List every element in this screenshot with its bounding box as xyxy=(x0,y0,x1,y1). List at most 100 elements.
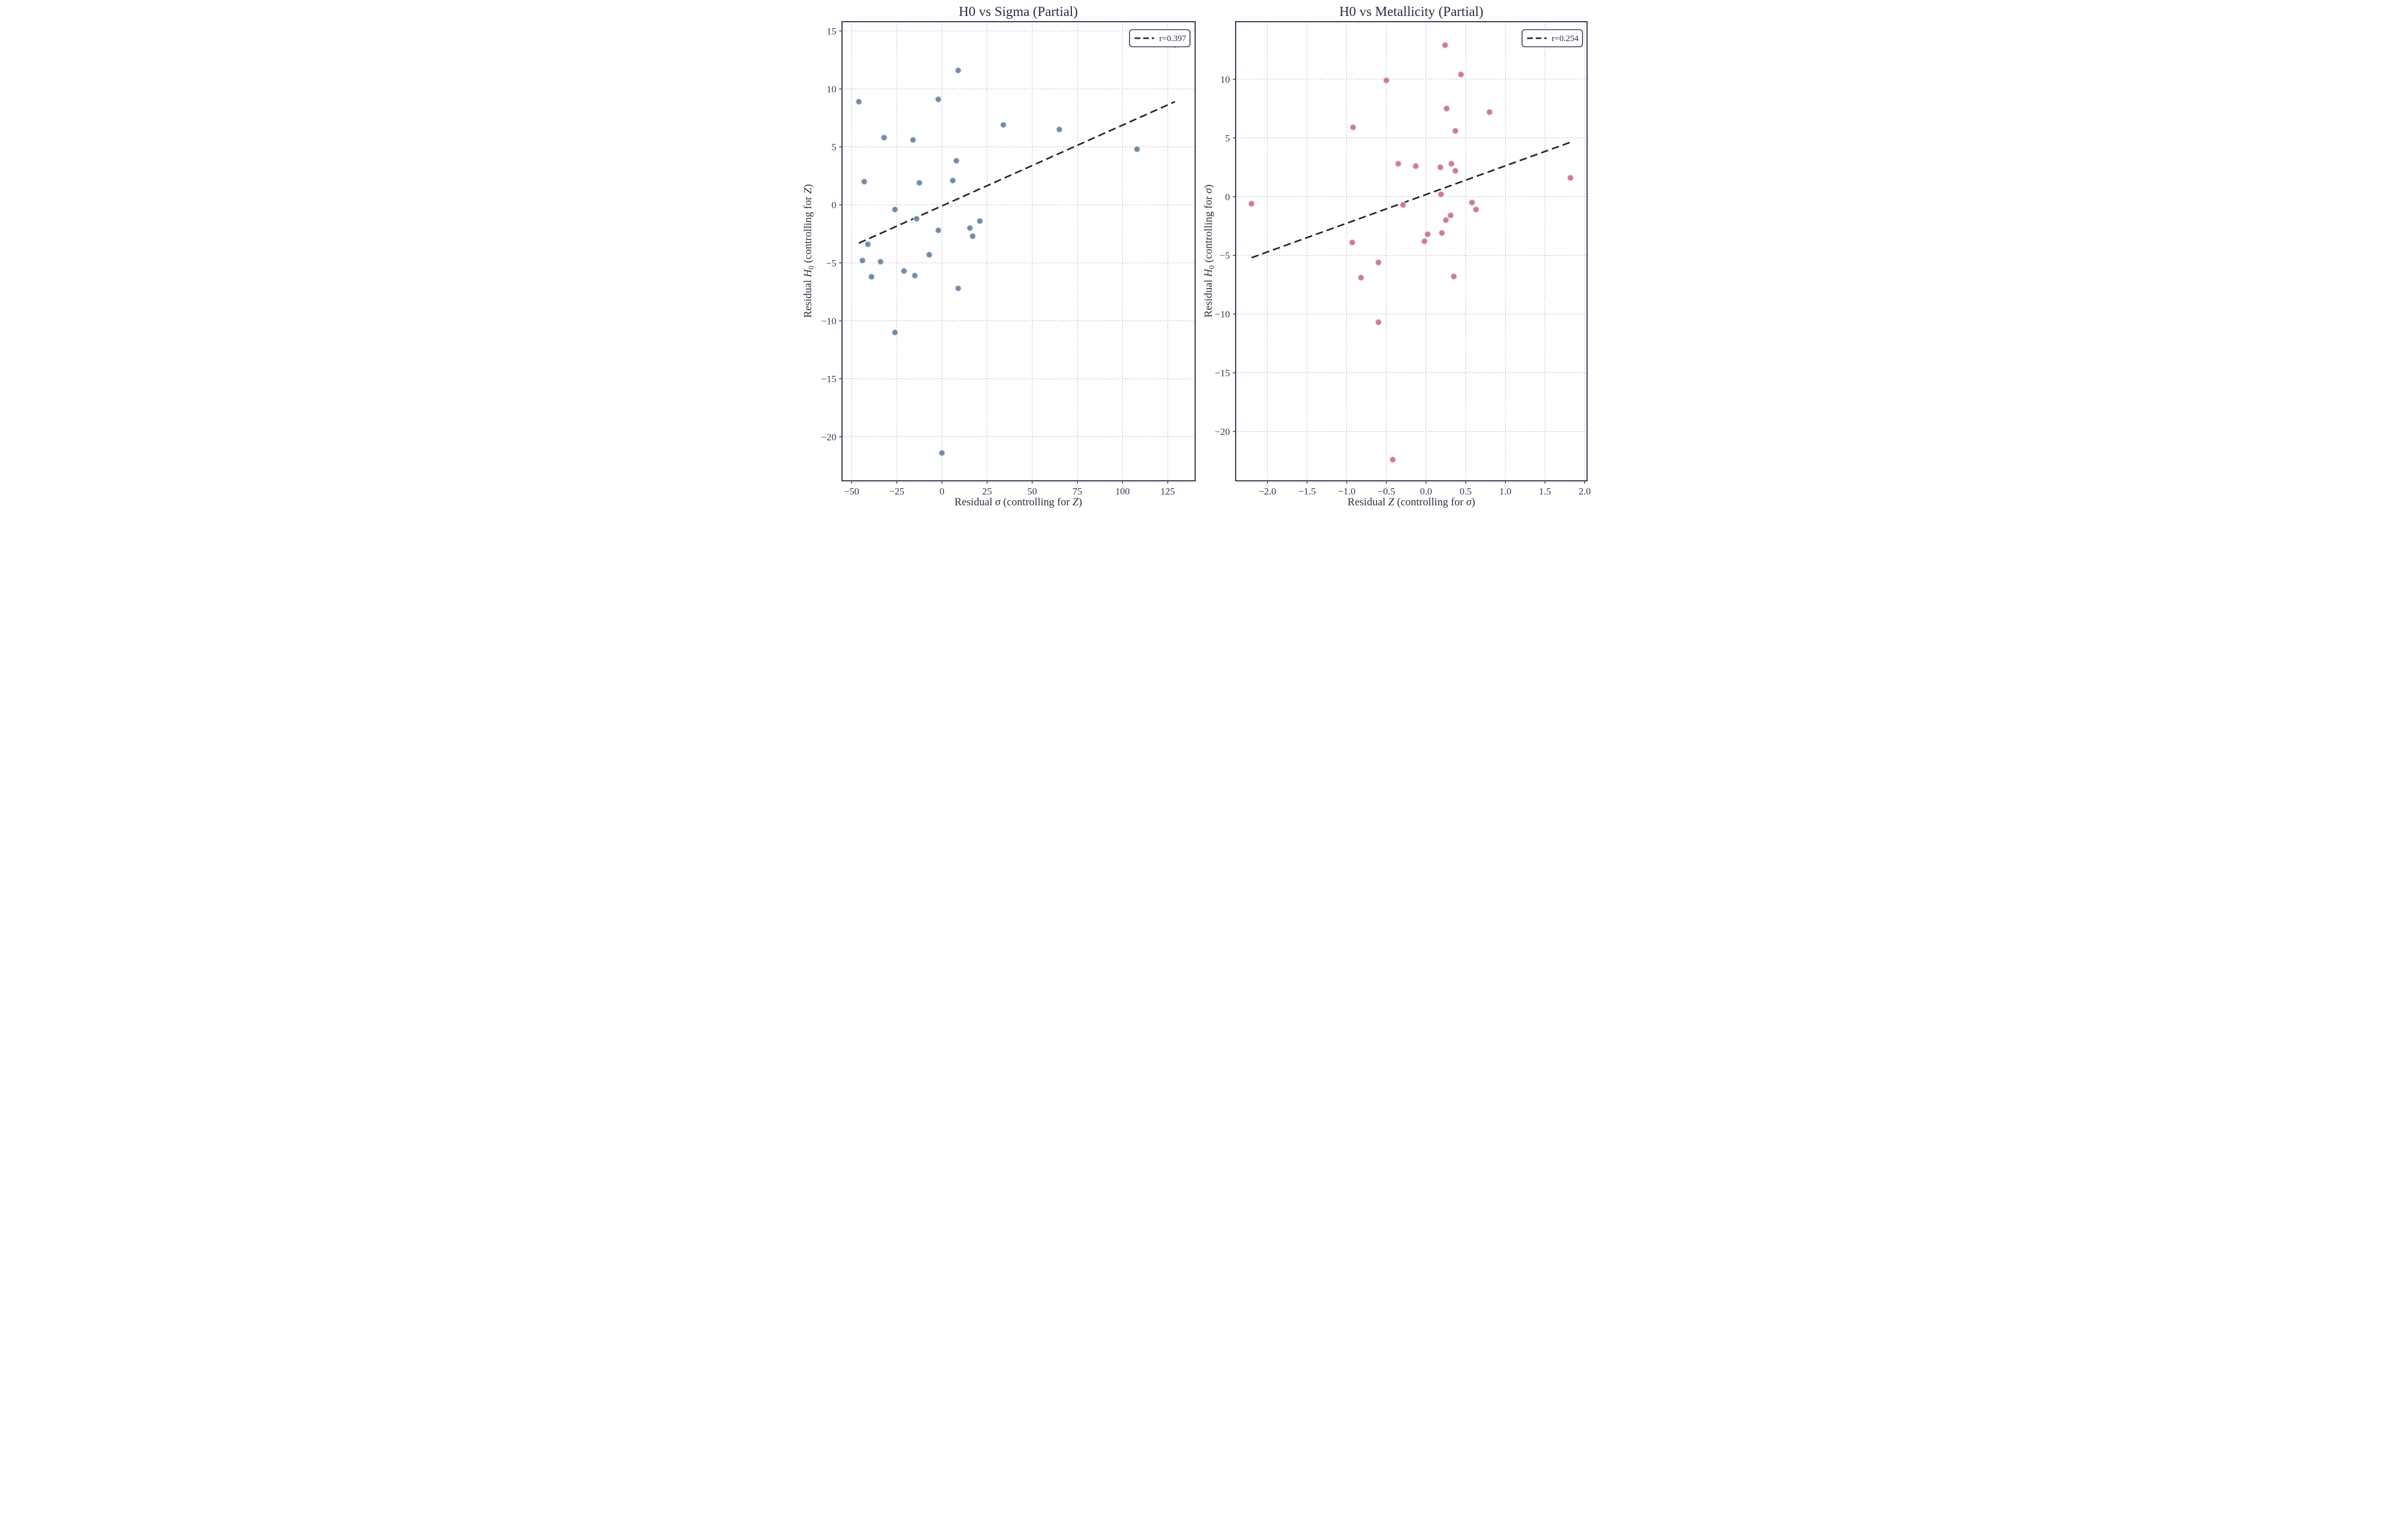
trend-line xyxy=(858,100,1176,244)
data-point xyxy=(909,136,917,144)
x-tick-label: 0 xyxy=(940,486,945,497)
data-point xyxy=(1442,217,1450,224)
plot-title: H0 vs Sigma (Partial) xyxy=(959,5,1078,19)
data-point xyxy=(938,449,945,457)
data-point xyxy=(1056,126,1063,133)
data-point xyxy=(861,178,868,185)
plot-area xyxy=(1235,21,1588,481)
data-point xyxy=(949,177,956,184)
data-point xyxy=(1452,127,1459,135)
data-point xyxy=(969,233,976,240)
x-tick-label: −1.0 xyxy=(1338,486,1355,497)
data-point xyxy=(1438,191,1444,198)
legend-box xyxy=(1521,29,1583,47)
data-point xyxy=(1399,201,1407,209)
y-axis-label: Residual H0​ (controlling for σ) xyxy=(1203,184,1216,317)
data-point xyxy=(864,241,872,248)
data-point xyxy=(900,268,908,274)
data-point xyxy=(1389,456,1397,463)
y-axis-label: Residual H0​ (controlling for Z) xyxy=(802,184,815,318)
y-tick-label: −15 xyxy=(821,374,836,384)
data-point xyxy=(999,121,1007,128)
trend-layer xyxy=(858,100,1176,244)
y-tick-label: 5 xyxy=(832,142,837,153)
x-tick-label: 100 xyxy=(1115,486,1130,497)
data-point xyxy=(1447,212,1454,219)
data-point xyxy=(954,285,962,292)
data-point xyxy=(1383,77,1390,84)
data-point xyxy=(1458,71,1464,78)
y-tick-label: −20 xyxy=(821,432,836,443)
data-point xyxy=(926,251,933,258)
data-point xyxy=(934,227,942,234)
data-point xyxy=(877,258,884,265)
data-point xyxy=(976,217,984,225)
x-tick-label: 1.0 xyxy=(1499,486,1511,497)
data-point xyxy=(1452,167,1459,175)
data-point xyxy=(880,134,888,141)
y-tick-label: 0 xyxy=(1225,192,1231,202)
data-point xyxy=(1442,42,1448,49)
data-point xyxy=(1448,160,1455,167)
data-point xyxy=(913,215,920,222)
points-layer xyxy=(855,41,1179,457)
data-point xyxy=(911,272,918,279)
y-tick-label: 10 xyxy=(1220,74,1230,85)
data-point xyxy=(1375,319,1382,326)
data-point xyxy=(1248,200,1255,207)
y-tick-label: 0 xyxy=(832,200,837,210)
data-point xyxy=(934,96,942,103)
data-point xyxy=(966,224,974,232)
trend-layer xyxy=(1251,141,1571,259)
figure-canvas: −50 −25 0 25 50 75 100 125 15 10 5 0 −5 −10 −15 −20 H0 … xyxy=(799,0,1597,513)
y-tick-label: −15 xyxy=(1215,368,1230,379)
data-point xyxy=(1450,273,1458,280)
y-tick-label: −10 xyxy=(821,315,836,326)
data-point xyxy=(1567,174,1574,181)
data-point xyxy=(1468,199,1476,206)
x-tick-label: −50 xyxy=(844,486,859,497)
data-point xyxy=(1349,124,1357,131)
y-tick-label: −5 xyxy=(826,258,836,269)
legend: r=0.254 xyxy=(1521,29,1583,47)
points-layer xyxy=(1248,42,1574,463)
x-tick-label: −0.5 xyxy=(1378,486,1395,497)
grid-layer xyxy=(1236,22,1587,481)
data-point xyxy=(1436,164,1444,171)
data-point xyxy=(953,157,960,164)
x-tick-label: 50 xyxy=(1027,486,1037,497)
data-point xyxy=(1438,229,1446,237)
data-point xyxy=(1421,238,1428,245)
x-axis-label: Residual Z (controlling for σ) xyxy=(1347,496,1475,508)
tick-layer: −2.0 −1.5 −1.0 −0.5 0.0 0.5 1.0 1.5 2.0 10 5 0 −5 −10… xyxy=(1215,74,1590,497)
y-tick-label: 5 xyxy=(1225,133,1231,144)
x-axis-label: Residual σ (controlling for Z) xyxy=(954,496,1082,508)
x-tick-label: 25 xyxy=(982,486,992,497)
legend-label: r=0.254 xyxy=(1552,34,1579,43)
data-point xyxy=(855,98,863,106)
data-point xyxy=(1412,163,1419,170)
x-tick-label: −1.5 xyxy=(1298,486,1316,497)
data-point xyxy=(916,179,923,187)
data-point xyxy=(1134,145,1140,153)
trend-line xyxy=(1251,141,1571,259)
right-plot: −2.0 −1.5 −1.0 −0.5 0.0 0.5 1.0 1.5 2.0 10 5 0 −5 −10… xyxy=(1203,5,1590,508)
data-point xyxy=(1395,160,1402,167)
y-tick-label: −5 xyxy=(1220,250,1230,261)
data-point xyxy=(1375,259,1382,266)
x-tick-label: 0.5 xyxy=(1460,486,1472,497)
y-tick-label: −20 xyxy=(1215,427,1230,437)
y-tick-label: −10 xyxy=(1215,309,1230,320)
data-point xyxy=(954,67,962,74)
x-tick-label: 125 xyxy=(1160,486,1175,497)
data-point xyxy=(1357,274,1365,281)
data-point xyxy=(891,206,898,213)
x-tick-label: 2.0 xyxy=(1579,486,1590,497)
data-point xyxy=(859,257,866,264)
plot-title: H0 vs Metallicity (Partial) xyxy=(1339,5,1484,19)
x-tick-label: −2.0 xyxy=(1258,486,1276,497)
y-tick-label: 15 xyxy=(827,26,836,37)
legend: r=0.397 xyxy=(1129,29,1191,47)
data-point xyxy=(868,273,875,281)
